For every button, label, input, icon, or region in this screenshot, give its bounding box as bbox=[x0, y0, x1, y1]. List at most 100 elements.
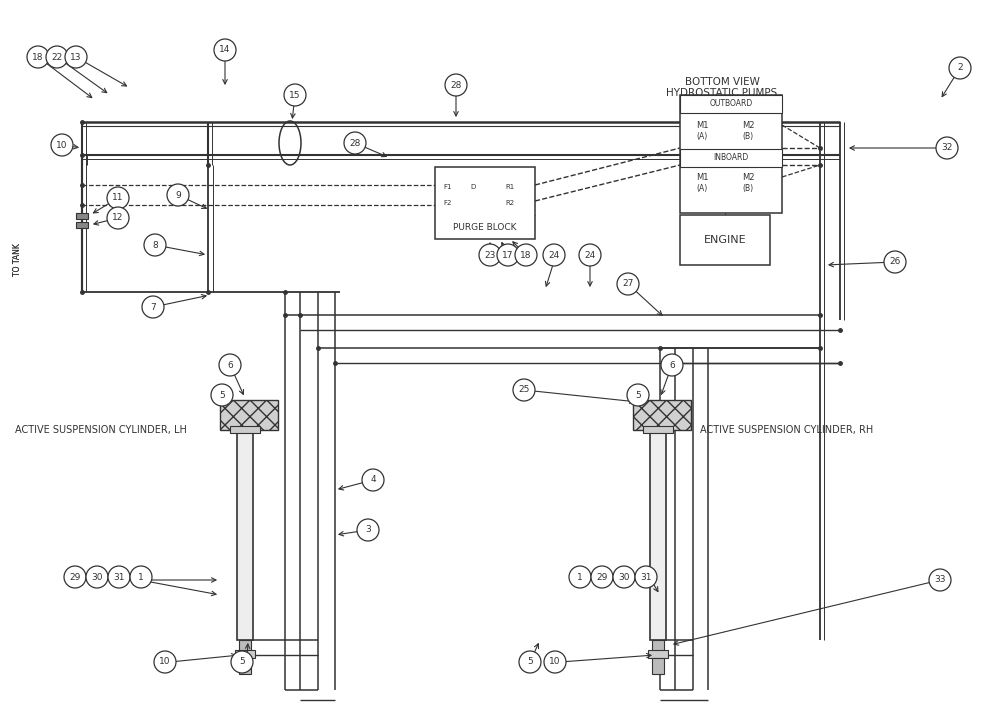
Text: 27: 27 bbox=[622, 279, 634, 288]
Text: 24: 24 bbox=[548, 251, 560, 259]
Text: 5: 5 bbox=[239, 657, 245, 667]
Circle shape bbox=[515, 244, 537, 266]
Bar bbox=[680, 215, 770, 265]
Bar bbox=[235, 650, 255, 658]
Circle shape bbox=[543, 244, 565, 266]
Circle shape bbox=[65, 46, 87, 68]
Circle shape bbox=[142, 296, 164, 318]
Text: 30: 30 bbox=[618, 573, 630, 581]
Circle shape bbox=[929, 569, 951, 591]
Text: 11: 11 bbox=[112, 193, 124, 203]
Circle shape bbox=[219, 354, 241, 376]
Text: 8: 8 bbox=[152, 240, 158, 250]
Text: (B): (B) bbox=[742, 185, 754, 193]
Text: 6: 6 bbox=[669, 361, 675, 369]
Text: 29: 29 bbox=[69, 573, 81, 581]
Text: 1: 1 bbox=[138, 573, 144, 581]
Text: (A): (A) bbox=[696, 185, 708, 193]
Text: 25: 25 bbox=[518, 385, 530, 395]
Text: 15: 15 bbox=[289, 90, 301, 99]
Circle shape bbox=[497, 244, 519, 266]
Circle shape bbox=[661, 354, 683, 376]
Circle shape bbox=[627, 384, 649, 406]
Text: 33: 33 bbox=[934, 576, 946, 584]
Circle shape bbox=[445, 74, 467, 96]
Text: BOTTOM VIEW: BOTTOM VIEW bbox=[685, 77, 759, 87]
Text: 31: 31 bbox=[640, 573, 652, 581]
Circle shape bbox=[64, 566, 86, 588]
Text: 28: 28 bbox=[450, 80, 462, 90]
Bar bbox=[650, 430, 666, 640]
Text: HYDROSTATIC PUMPS: HYDROSTATIC PUMPS bbox=[666, 88, 778, 98]
Text: 17: 17 bbox=[502, 251, 514, 259]
Circle shape bbox=[357, 519, 379, 541]
Circle shape bbox=[51, 134, 73, 156]
Circle shape bbox=[344, 132, 366, 154]
Text: 13: 13 bbox=[70, 53, 82, 62]
Text: 5: 5 bbox=[219, 390, 225, 400]
Circle shape bbox=[519, 651, 541, 673]
Circle shape bbox=[617, 273, 639, 295]
Bar bbox=[680, 149, 782, 167]
Circle shape bbox=[107, 207, 129, 229]
Text: 9: 9 bbox=[175, 190, 181, 200]
Text: M1: M1 bbox=[696, 172, 708, 182]
Text: TO TANK: TO TANK bbox=[14, 243, 22, 277]
Bar bbox=[220, 400, 278, 430]
Text: 14: 14 bbox=[219, 46, 231, 54]
Text: 10: 10 bbox=[549, 657, 561, 667]
Text: 5: 5 bbox=[527, 657, 533, 667]
Bar bbox=[239, 658, 251, 674]
Text: M2: M2 bbox=[742, 172, 754, 182]
Text: M2: M2 bbox=[742, 120, 754, 130]
Circle shape bbox=[635, 566, 657, 588]
Bar bbox=[76, 213, 88, 219]
Bar bbox=[435, 167, 535, 239]
Text: 29: 29 bbox=[596, 573, 608, 581]
Circle shape bbox=[154, 651, 176, 673]
Text: M1: M1 bbox=[696, 120, 708, 130]
Text: (A): (A) bbox=[696, 132, 708, 141]
Text: 1: 1 bbox=[577, 573, 583, 581]
Circle shape bbox=[108, 566, 130, 588]
Circle shape bbox=[27, 46, 49, 68]
Circle shape bbox=[949, 57, 971, 79]
Text: 22: 22 bbox=[51, 53, 63, 62]
Circle shape bbox=[362, 469, 384, 491]
Circle shape bbox=[86, 566, 108, 588]
Text: 7: 7 bbox=[150, 303, 156, 311]
Text: 28: 28 bbox=[349, 138, 361, 148]
Circle shape bbox=[544, 651, 566, 673]
Bar bbox=[237, 430, 253, 640]
Circle shape bbox=[211, 384, 233, 406]
Text: 4: 4 bbox=[370, 476, 376, 484]
Bar bbox=[230, 426, 260, 433]
Text: 26: 26 bbox=[889, 258, 901, 266]
Text: INBOARD: INBOARD bbox=[713, 153, 749, 162]
Circle shape bbox=[579, 244, 601, 266]
Text: D: D bbox=[470, 184, 476, 190]
Text: 32: 32 bbox=[941, 143, 953, 153]
Text: ENGINE: ENGINE bbox=[704, 235, 746, 245]
Bar bbox=[76, 222, 88, 228]
Text: R1: R1 bbox=[505, 184, 514, 190]
Text: 2: 2 bbox=[957, 64, 963, 72]
Circle shape bbox=[284, 84, 306, 106]
Circle shape bbox=[936, 137, 958, 159]
Bar bbox=[680, 95, 782, 213]
Circle shape bbox=[613, 566, 635, 588]
Bar bbox=[652, 658, 664, 674]
Bar bbox=[643, 426, 673, 433]
Text: ACTIVE SUSPENSION CYLINDER, LH: ACTIVE SUSPENSION CYLINDER, LH bbox=[15, 425, 187, 435]
Text: OUTBOARD: OUTBOARD bbox=[709, 99, 753, 109]
Text: 5: 5 bbox=[635, 390, 641, 400]
Circle shape bbox=[107, 187, 129, 209]
Text: 10: 10 bbox=[56, 140, 68, 149]
Text: 23: 23 bbox=[484, 251, 496, 259]
Text: 18: 18 bbox=[32, 53, 44, 62]
Bar bbox=[633, 400, 691, 430]
Circle shape bbox=[479, 244, 501, 266]
Bar bbox=[648, 650, 668, 658]
Text: 3: 3 bbox=[365, 526, 371, 534]
Circle shape bbox=[884, 251, 906, 273]
